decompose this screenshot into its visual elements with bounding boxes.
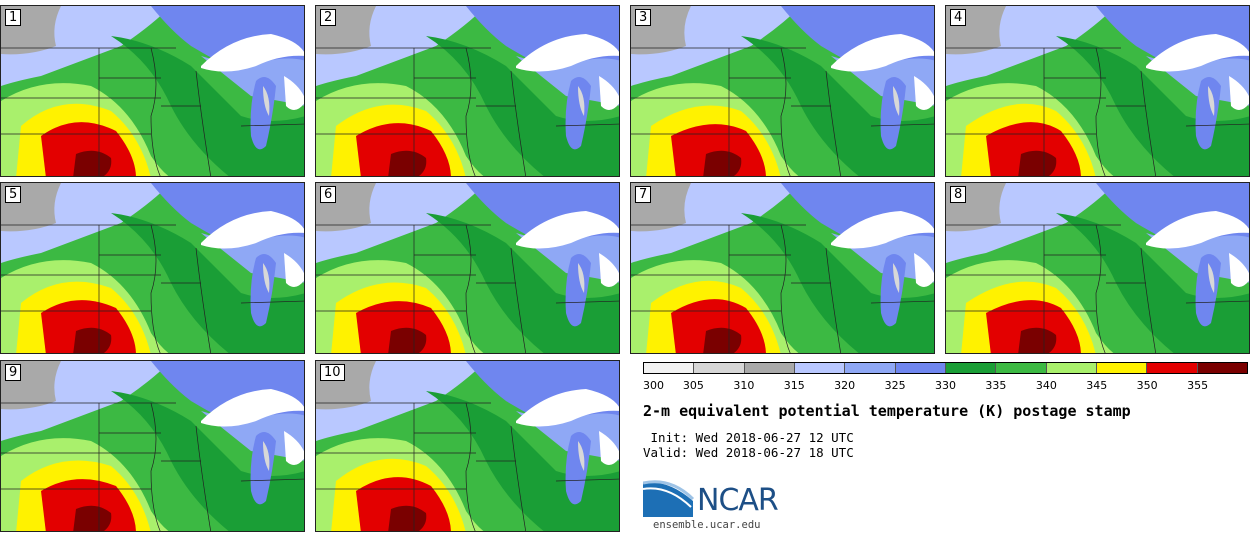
- panel-label: 4: [950, 9, 967, 26]
- map-panel-4: 4: [945, 5, 1250, 177]
- panel-label: 8: [950, 186, 967, 203]
- map-panel-9: 9: [0, 360, 305, 532]
- colorbar-tick-label: 305: [682, 379, 704, 392]
- map-panel-8: 8: [945, 182, 1250, 354]
- panel-label: 9: [5, 364, 22, 381]
- panel-label: 6: [320, 186, 337, 203]
- panel-label: 7: [635, 186, 652, 203]
- map-panel-10: 10: [315, 360, 620, 532]
- logo-wordmark: NCAR: [697, 483, 779, 518]
- colorbar-tick-label: 325: [884, 379, 906, 392]
- panel-label: 1: [5, 9, 22, 26]
- init-time: Init: Wed 2018-06-27 12 UTC: [643, 430, 854, 445]
- colorbar-segment: [1046, 363, 1097, 373]
- map-panel-2: 2: [315, 5, 620, 177]
- valid-time: Valid: Wed 2018-06-27 18 UTC: [643, 445, 854, 460]
- colorbar-tick-label: 335: [985, 379, 1007, 392]
- colorbar-segment: [1147, 363, 1198, 373]
- colorbar-tick-label: 320: [834, 379, 856, 392]
- colorbar-tick-label: 330: [935, 379, 956, 392]
- map-panel-1: 1: [0, 5, 305, 177]
- map-panel-5: 5: [0, 182, 305, 354]
- colorbar-segment: [1096, 363, 1148, 373]
- colorbar-segment: [694, 363, 745, 373]
- colorbar-segment: [895, 363, 946, 373]
- colorbar-tick-label: 340: [1035, 379, 1057, 392]
- colorbar-tick-label: 310: [733, 379, 755, 392]
- panel-label: 3: [635, 9, 652, 26]
- colorbar-segment: [1197, 363, 1247, 373]
- logo-url: ensemble.ucar.edu: [653, 519, 761, 531]
- colorbar-tick-label: 300: [643, 379, 664, 392]
- plot-title: 2-m equivalent potential temperature (K)…: [643, 402, 1131, 420]
- ncar-logo-icon: [643, 480, 695, 517]
- map-panel-3: 3: [630, 5, 935, 177]
- colorbar-segment: [794, 363, 846, 373]
- colorbar-segment: [996, 363, 1047, 373]
- colorbar-tick-label: 345: [1086, 379, 1108, 392]
- colorbar-segment: [644, 363, 695, 373]
- colorbar-tick-label: 315: [783, 379, 805, 392]
- colorbar-tick-label: 350: [1136, 379, 1158, 392]
- colorbar-segment: [744, 363, 795, 373]
- panel-label: 10: [320, 364, 345, 381]
- panel-label: 2: [320, 9, 337, 26]
- colorbar-tick-label: 355: [1187, 379, 1209, 392]
- map-panel-6: 6: [315, 182, 620, 354]
- map-panel-7: 7: [630, 182, 935, 354]
- colorbar: [643, 362, 1248, 374]
- colorbar-ticks: 300 305 310 315 320 325 330 335 340 345 350 355: [643, 379, 1248, 393]
- panel-label: 5: [5, 186, 22, 203]
- colorbar-segment: [845, 363, 896, 373]
- colorbar-segment: [945, 363, 997, 373]
